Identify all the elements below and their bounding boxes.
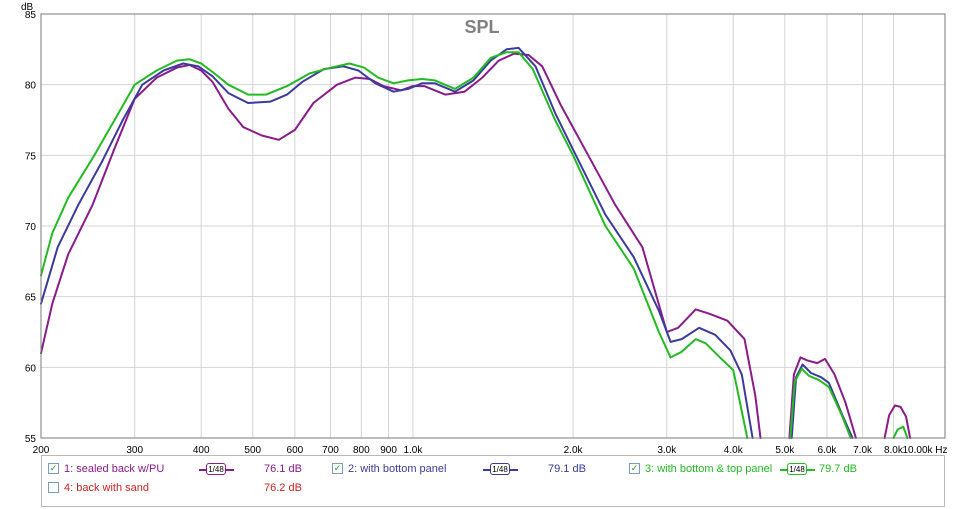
x-tick-label: 6.0k [818, 445, 838, 455]
plot-frame [40, 13, 946, 439]
x-tick-label: 3.0k [657, 445, 677, 455]
legend-value: 76.2 dB [264, 482, 302, 494]
y-tick-label: 70 [25, 222, 37, 233]
smoothing-label: 1/48 [490, 463, 510, 475]
series-line [790, 363, 854, 439]
x-tick-label: 300 [126, 445, 143, 455]
series-line [892, 425, 909, 439]
x-tick-label: 10.00k Hz [902, 445, 947, 455]
y-tick-label: 65 [25, 293, 37, 304]
series-line [788, 356, 857, 439]
x-tick-label: 500 [244, 445, 261, 455]
smoothing-label: 1/48 [787, 463, 807, 475]
y-tick-label: 85 [25, 10, 37, 21]
x-tick-label: 900 [380, 445, 397, 455]
legend-value: 79.7 dB [819, 463, 857, 475]
y-tick-label: 75 [25, 151, 37, 162]
x-tick-label: 400 [193, 445, 210, 455]
legend-row: ✓ 1: sealed back w/PU 1/48 76.1 dB ✓ 2: with … [42, 459, 944, 479]
smoothing-label: 1/48 [206, 463, 226, 475]
y-tick-label: 80 [25, 81, 37, 92]
x-tick-label: 600 [287, 445, 304, 455]
x-tick-label: 8.0k [884, 445, 904, 455]
x-tick-label: 800 [353, 445, 370, 455]
series-line [883, 404, 912, 439]
chart-title: SPL [464, 17, 499, 37]
legend-label: 3: with bottom & top panel [645, 463, 773, 475]
x-tick-label: 200 [33, 445, 50, 455]
legend: ✓ 1: sealed back w/PU 1/48 76.1 dB ✓ 2: with … [41, 455, 945, 507]
y-tick-label: 55 [25, 434, 37, 445]
x-tick-label: 1.0k [403, 445, 423, 455]
legend-label: 1: sealed back w/PU [64, 463, 165, 475]
x-tick-label: 7.0k [853, 445, 873, 455]
series-line [789, 367, 852, 439]
legend-label: 4: back with sand [64, 482, 149, 494]
legend-value: 79.1 dB [548, 463, 586, 475]
grid [40, 13, 946, 439]
smoothing-button[interactable]: 1/48 [780, 463, 815, 476]
legend-row: 4: back with sand 76.2 dB [42, 478, 944, 498]
x-tick-label: 700 [322, 445, 339, 455]
x-tick-label: 5.0k [775, 445, 795, 455]
legend-checkbox[interactable]: ✓ [48, 463, 59, 474]
x-tick-label: 2.0k [564, 445, 584, 455]
series-line [40, 52, 762, 439]
tick-labels: 55 60 65 70 75 80 85 200 300 400 500 600 700 800 900 1.… [25, 10, 948, 455]
series-line [40, 51, 749, 439]
legend-value: 76.1 dB [264, 463, 302, 475]
legend-checkbox[interactable]: ✓ [332, 463, 343, 474]
series-line [40, 46, 754, 439]
legend-label: 2: with bottom panel [348, 463, 447, 475]
spl-chart: 55 60 65 70 75 80 85 200 300 400 500 600 700 800 900 1.… [21, 2, 948, 455]
smoothing-button[interactable]: 1/48 [483, 463, 518, 476]
legend-checkbox[interactable]: ✓ [629, 463, 640, 474]
x-tick-label: 4.0k [724, 445, 744, 455]
legend-checkbox[interactable] [48, 482, 59, 493]
smoothing-button[interactable]: 1/48 [199, 463, 234, 476]
y-tick-label: 60 [25, 363, 37, 374]
y-axis-unit: dB [21, 2, 34, 13]
series-layer [40, 46, 912, 439]
